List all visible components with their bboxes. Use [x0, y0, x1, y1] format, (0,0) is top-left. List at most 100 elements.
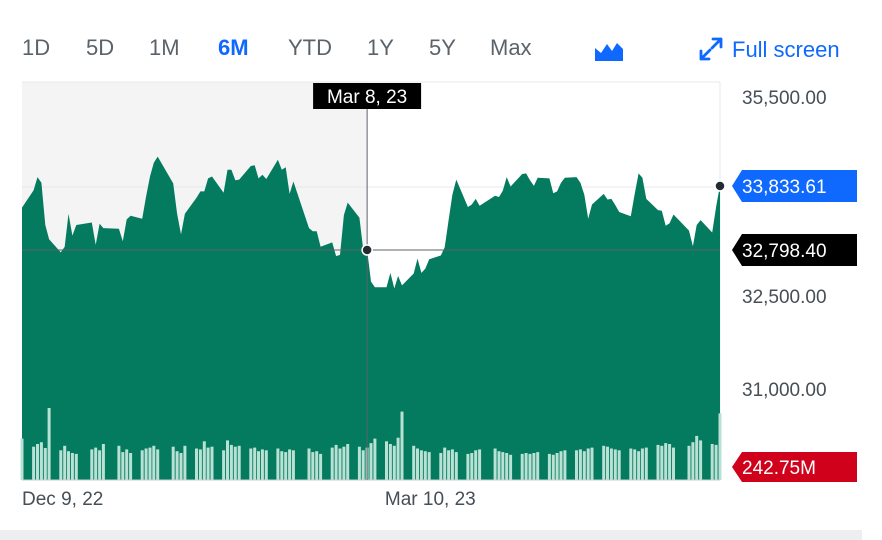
volume-bar [361, 450, 365, 480]
volume-bar [478, 449, 482, 480]
volume-bar [710, 444, 714, 480]
volume-bar [547, 453, 551, 480]
volume-bar [121, 452, 125, 480]
volume-bar [156, 449, 160, 480]
crosshair-value-tag: 32,798.40 [732, 234, 857, 266]
volume-bar [253, 447, 257, 480]
volume-bar [672, 447, 675, 480]
volume-bar [524, 453, 528, 480]
volume-bar [206, 447, 210, 480]
volume-bar [94, 447, 98, 480]
expand-arrows-icon [698, 36, 724, 62]
volume-bar [617, 450, 621, 480]
volume-bar [288, 449, 292, 480]
volume-bar [656, 444, 660, 480]
range-1d-button[interactable]: 1D [22, 35, 51, 60]
volume-bar [198, 449, 202, 480]
volume-bar [536, 452, 540, 480]
volume-bar [148, 447, 152, 480]
volume-bar [20, 438, 24, 480]
range-6m-button[interactable]: 6M [218, 35, 249, 60]
price-area [22, 156, 720, 480]
volume-bar [32, 446, 36, 480]
volume-bar [226, 440, 229, 480]
volume-bars [20, 408, 722, 480]
range-ytd-button[interactable]: YTD [288, 35, 332, 60]
range-1m-button[interactable]: 1M [149, 35, 180, 60]
volume-bar [385, 441, 388, 480]
range-max-button[interactable]: Max [490, 35, 532, 60]
volume-bar [260, 449, 264, 480]
current-price-point [714, 180, 726, 192]
volume-bar [695, 435, 699, 480]
x-tick-label: Mar 10, 23 [385, 489, 476, 510]
range-5y-button[interactable]: 5Y [429, 35, 456, 60]
mountain-chart-icon[interactable] [594, 38, 624, 62]
volume-bar [74, 453, 78, 480]
volume-bar [357, 446, 361, 480]
volume-bar [470, 453, 474, 480]
volume-bar [43, 448, 47, 480]
current-price-label: 33,833.61 [742, 177, 827, 198]
volume-bar [229, 444, 233, 480]
volume-bar [369, 443, 373, 480]
volume-bar [613, 449, 617, 480]
volume-bar [493, 448, 497, 480]
volume-bar [152, 445, 156, 480]
volume-bar [284, 452, 288, 480]
volume-bar [257, 451, 260, 480]
volume-bar [276, 448, 280, 480]
volume-bar [602, 445, 606, 480]
volume-bar [609, 448, 613, 480]
volume-bar [633, 449, 637, 480]
volume-bar [291, 450, 295, 480]
footer-strip [0, 530, 862, 540]
x-axis: Dec 9, 22 Mar 10, 23 [22, 489, 476, 510]
volume-label: 242.75M [742, 458, 816, 479]
volume-bar [520, 453, 524, 480]
volume-bar [396, 437, 400, 480]
volume-bar [575, 450, 578, 480]
volume-bar [668, 444, 672, 480]
volume-tag: 242.75M [732, 452, 857, 482]
range-5d-button[interactable]: 5D [86, 35, 115, 60]
volume-bar [90, 449, 94, 480]
volume-bar [447, 450, 451, 480]
volume-bar [63, 445, 67, 480]
full-screen-button[interactable]: Full screen [698, 32, 840, 68]
volume-bar [474, 450, 478, 480]
crosshair-date-tag: Mar 8, 23 [313, 83, 422, 109]
range-1y-button[interactable]: 1Y [367, 35, 394, 60]
volume-bar [179, 453, 183, 480]
volume-bar [606, 446, 609, 480]
volume-bar [59, 450, 63, 480]
volume-bar [171, 446, 175, 480]
crosshair-value-label: 32,798.40 [742, 241, 827, 262]
volume-bar [691, 442, 695, 480]
crosshair-point [361, 244, 373, 256]
crosshair-date-label: Mar 8, 23 [327, 87, 407, 108]
volume-bar [330, 447, 334, 480]
volume-bar [70, 453, 74, 480]
volume-bar [140, 450, 144, 480]
volume-bar [590, 447, 594, 480]
volume-bar [687, 445, 691, 480]
volume-bar [319, 453, 323, 480]
volume-bar [644, 447, 648, 480]
y-tick-label: 31,000.00 [742, 380, 827, 401]
volume-bar [39, 442, 43, 480]
volume-bar [578, 449, 582, 480]
volume-bar [67, 451, 70, 480]
volume-bar [718, 413, 722, 480]
volume-bar [307, 448, 311, 480]
full-screen-label: Full screen [732, 37, 840, 62]
volume-bar [237, 445, 241, 480]
volume-bar [419, 450, 423, 480]
volume-bar [454, 452, 458, 480]
volume-bar [660, 445, 664, 480]
volume-bar [501, 452, 505, 480]
y-tick-label: 35,500.00 [742, 88, 827, 109]
volume-bar [98, 450, 102, 480]
y-axis: 35,500.00 32,500.00 31,000.00 [742, 88, 827, 401]
